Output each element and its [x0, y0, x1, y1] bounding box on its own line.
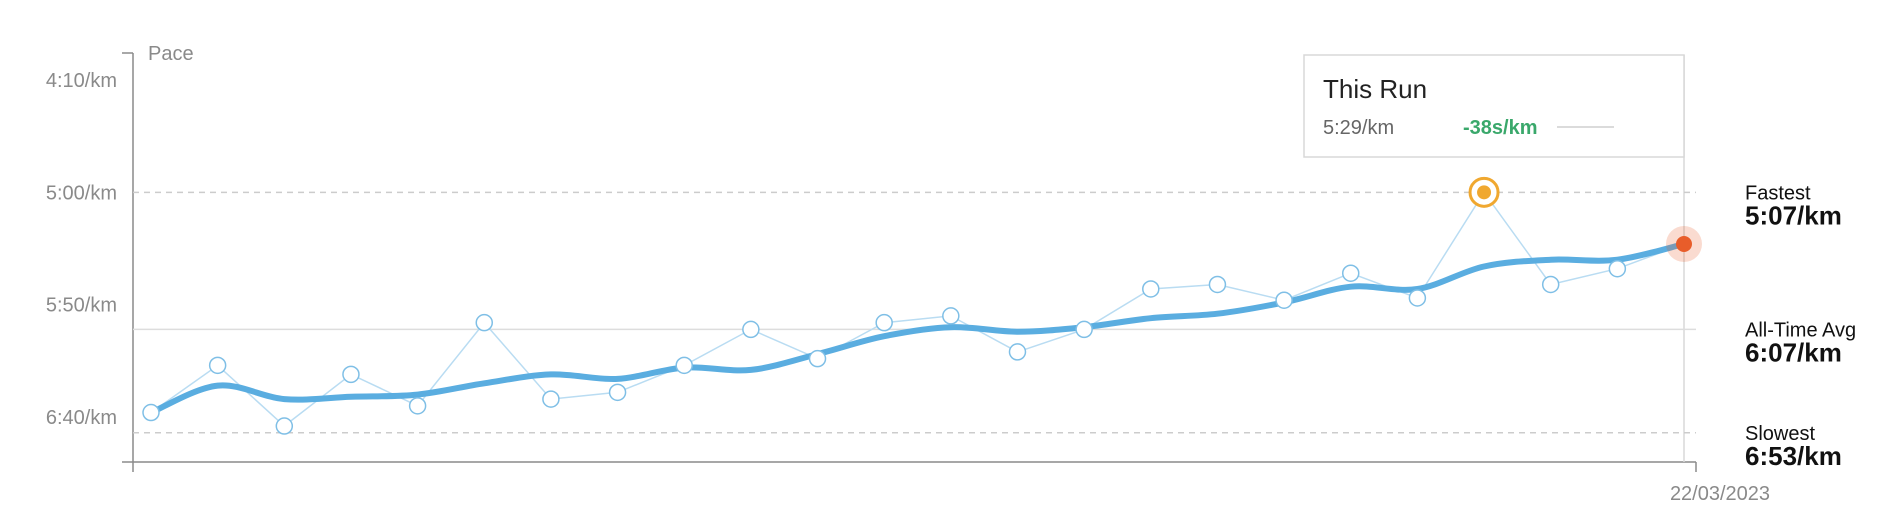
y-axis-title: Pace — [148, 43, 194, 65]
y-tick-label: 5:50/km — [46, 295, 117, 317]
this-run-diff: -38s/km — [1463, 117, 1538, 139]
this-run-box-frame — [1303, 54, 1685, 158]
y-tick-label: 5:00/km — [46, 182, 117, 204]
reference-line-value: 5:07/km — [1745, 200, 1842, 230]
series-smooth-line — [148, 241, 1687, 416]
data-point — [542, 390, 560, 408]
data-point — [1208, 275, 1227, 294]
data-point — [408, 397, 427, 415]
y-tick-label: 4:10/km — [46, 70, 117, 92]
y-tick-labels: 4:10/km 5:00/km 5:50/km 6:40/km — [46, 70, 117, 429]
this-run-title: This Run — [1323, 74, 1427, 104]
data-point — [875, 313, 893, 332]
data-point — [208, 356, 227, 375]
fastest-run-point — [1477, 185, 1492, 200]
data-point — [808, 349, 827, 368]
data-point — [1408, 289, 1427, 307]
data-point — [1008, 343, 1027, 361]
reference-line-name: Slowest — [1745, 423, 1815, 445]
data-point — [1341, 264, 1360, 282]
data-point — [1541, 275, 1560, 294]
data-point — [1275, 291, 1293, 309]
data-point — [1075, 320, 1093, 339]
y-tick-label: 6:40/km — [46, 407, 117, 429]
reference-line-value: 6:53/km — [1745, 441, 1842, 471]
data-point — [1608, 259, 1627, 278]
x-end-date-label: 22/03/2023 — [1670, 483, 1770, 505]
reference-line-name: All-Time Avg — [1745, 319, 1856, 341]
this-run-box: This Run 5:29/km -38s/km — [1303, 54, 1685, 158]
data-point — [742, 320, 760, 339]
this-run-pace: 5:29/km — [1323, 117, 1394, 139]
data-point — [275, 417, 294, 435]
reference-line-value: 6:07/km — [1745, 337, 1842, 367]
series-raw-line — [150, 190, 1685, 427]
data-point — [675, 356, 693, 375]
current-run-point — [1676, 236, 1692, 253]
data-points — [142, 176, 1702, 435]
data-point — [608, 383, 627, 402]
data-point — [1142, 280, 1160, 298]
reference-line-name: Fastest — [1745, 182, 1811, 204]
data-point — [342, 365, 360, 384]
data-point — [475, 313, 494, 332]
data-point — [142, 403, 160, 422]
data-point — [942, 307, 960, 325]
